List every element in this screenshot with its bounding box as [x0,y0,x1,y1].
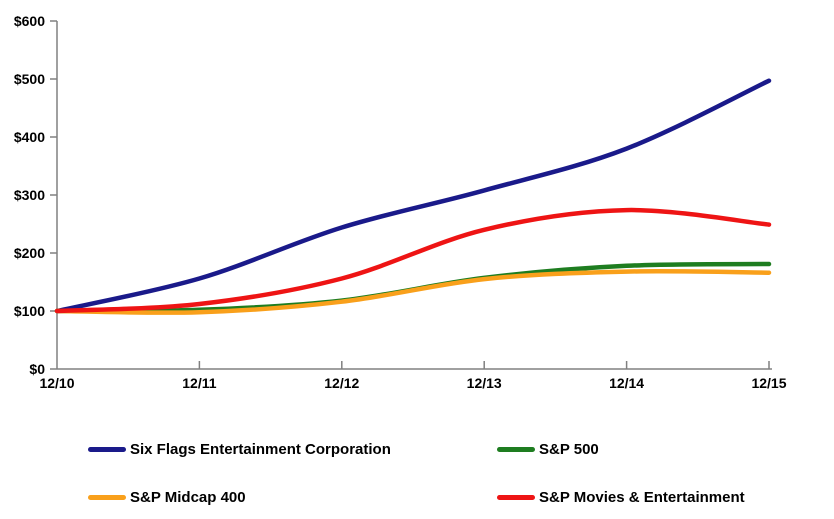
legend-label: S&P 500 [539,440,599,458]
legend-item-1: S&P 500 [497,441,818,458]
legend-swatch [88,446,126,452]
x-tick-label: 12/12 [324,375,359,391]
x-tick-label: 12/11 [182,375,216,391]
legend-item-2: S&P Midcap 400 [88,489,497,506]
legend-label: S&P Midcap 400 [130,488,246,506]
x-tick-label: 12/10 [39,375,74,391]
legend-swatch [88,494,126,500]
legend-swatch [497,446,535,452]
y-tick-label: $600 [14,13,45,29]
series-line-3 [54,207,772,314]
legend-item-3: S&P Movies & Entertainment [497,489,818,506]
y-tick-label: $0 [29,361,45,377]
y-tick-label: $300 [14,187,45,203]
x-tick-label: 12/13 [467,375,502,391]
y-tick-label: $400 [14,129,45,145]
legend-item-0: Six Flags Entertainment Corporation [88,441,497,458]
legend-label: S&P Movies & Entertainment [539,488,745,506]
x-tick-label: 12/15 [751,375,786,391]
y-tick-label: $200 [14,245,45,261]
y-tick-label: $100 [14,303,45,319]
y-tick-label: $500 [14,71,45,87]
legend-swatch [497,494,535,500]
series-line-0 [54,78,772,314]
chart-legend: Six Flags Entertainment Corporation S&P 5… [88,425,818,519]
series-line-2 [54,269,772,315]
x-tick-label: 12/14 [609,375,644,391]
legend-label: Six Flags Entertainment Corporation [130,440,391,458]
